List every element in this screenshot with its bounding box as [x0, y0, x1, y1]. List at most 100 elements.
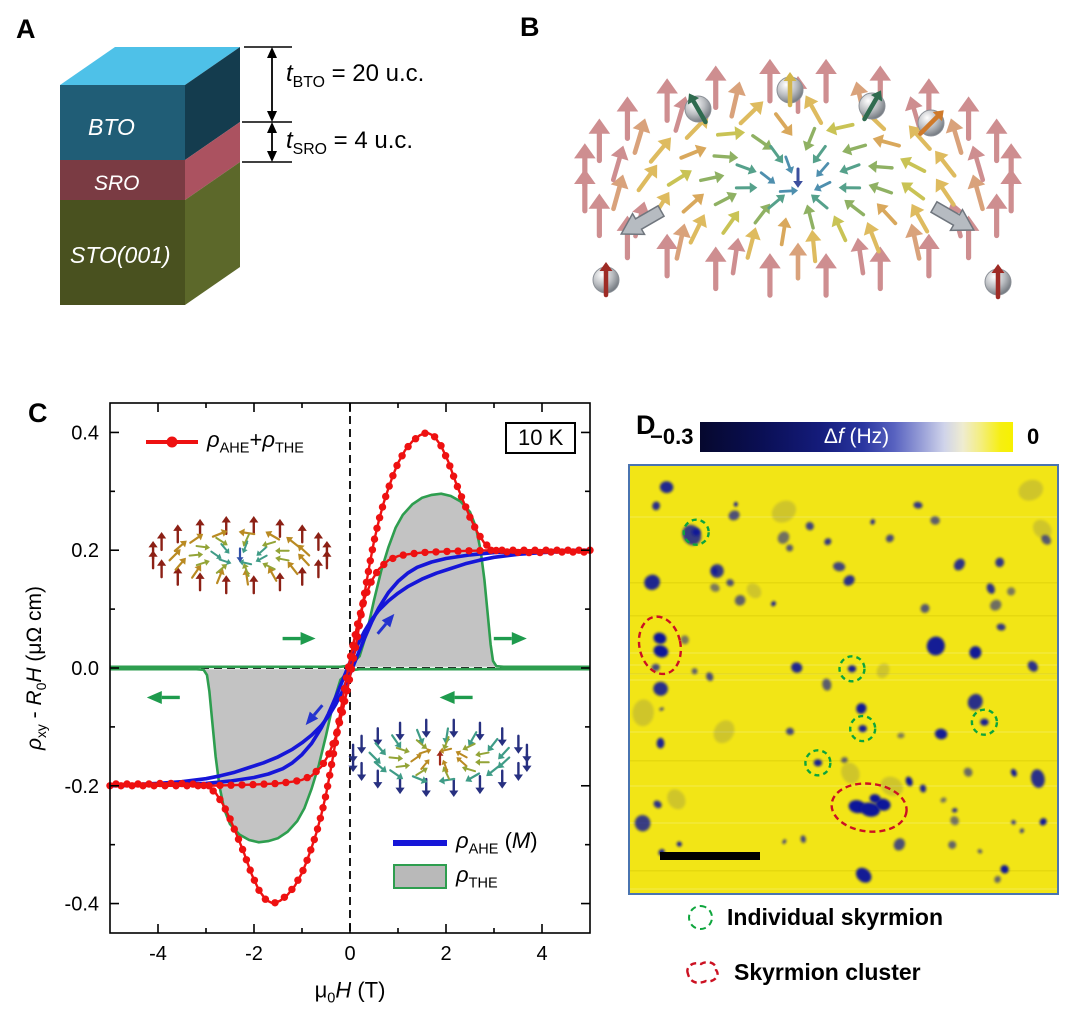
- spin-arrow: [788, 242, 808, 281]
- spin-arrow: [373, 727, 383, 747]
- spin-arrow: [831, 215, 848, 243]
- spin-arrow: [901, 182, 926, 201]
- stack-top-face: [60, 47, 240, 85]
- skyrmion-cluster-icon: [686, 961, 719, 984]
- spin-arrow: [985, 118, 1008, 164]
- moment-sphere: [684, 93, 712, 125]
- spin-arrow: [373, 761, 387, 773]
- spin-arrow: [774, 112, 793, 136]
- spin-arrow: [957, 96, 980, 141]
- spin-arrow: [810, 194, 829, 210]
- spin-arrow: [935, 178, 956, 207]
- spin-arrow: [734, 182, 758, 194]
- colorbar-min-label: −0.3: [650, 424, 694, 449]
- temperature-label: 10 K: [505, 422, 577, 454]
- spin-arrow: [275, 555, 290, 563]
- spin-arrow: [753, 203, 770, 225]
- spin-arrow: [236, 547, 244, 563]
- spin-arrow: [438, 776, 456, 785]
- mfm-image: [628, 464, 1059, 895]
- spin-arrow: [910, 203, 930, 234]
- sro-label: SRO: [94, 172, 140, 195]
- total-series-swatch: [146, 436, 198, 448]
- moment-sphere: [984, 264, 1012, 300]
- panel-c-label: C: [28, 398, 48, 428]
- spin-arrow: [455, 750, 468, 759]
- sro-thickness-annotation: tSRO = 4 u.c.: [286, 127, 414, 158]
- spin-arrow: [189, 533, 204, 544]
- mfm-streaks: [630, 516, 1057, 890]
- spin-arrow: [410, 754, 422, 763]
- spin-arrow: [442, 766, 451, 780]
- spin-arrow: [945, 118, 964, 155]
- spin-arrow: [497, 727, 507, 747]
- spin-arrow: [195, 543, 211, 551]
- sro-layer-side: [185, 122, 240, 200]
- spin-arrow: [173, 524, 183, 544]
- spin-arrow: [778, 186, 799, 196]
- ahe-series-swatch: [393, 839, 447, 846]
- spin-arrow: [297, 524, 307, 544]
- legend-ahe: ρAHE (M): [393, 828, 538, 857]
- spin-arrow: [713, 191, 737, 207]
- spin-arrow: [487, 737, 499, 752]
- total-series-marker: [166, 436, 178, 448]
- spin-arrow: [699, 171, 725, 184]
- spin-arrow: [672, 223, 691, 261]
- spin-arrow: [215, 568, 225, 585]
- individual-skyrmion-circle: [682, 518, 710, 546]
- spin-arrow: [863, 222, 881, 254]
- spin-arrow: [777, 217, 792, 247]
- ahe-curve: [109, 548, 591, 788]
- spin-arrow: [727, 237, 746, 276]
- spin-arrow: [374, 742, 386, 756]
- legend-the: ρTHE: [393, 862, 498, 891]
- spin-arrow: [905, 223, 924, 261]
- spin-arrow: [188, 551, 204, 559]
- spin-arrow: [769, 144, 784, 164]
- spin-arrow: [486, 765, 500, 777]
- spin-arrow: [441, 759, 449, 773]
- spin-arrow: [803, 126, 817, 151]
- spin-arrow: [513, 761, 523, 781]
- spin-arrow: [574, 143, 596, 188]
- spin-arrow: [249, 516, 259, 536]
- spin-arrow: [242, 533, 251, 547]
- spin-arrow: [174, 557, 186, 571]
- moment-arrow: [599, 262, 613, 298]
- spin-arrow: [262, 562, 276, 571]
- spin-arrow: [157, 532, 167, 552]
- ahe-curve: [109, 548, 591, 788]
- spin-arrow: [215, 563, 228, 574]
- moment-sphere: [858, 90, 886, 122]
- svg-text:-0.4: -0.4: [65, 894, 99, 916]
- total-curve-markers: [106, 429, 588, 790]
- spin-arrow: [421, 718, 431, 738]
- bto-layer-front: [60, 85, 185, 160]
- spin-arrow: [275, 572, 285, 592]
- spin-arrow: [475, 721, 485, 741]
- skyrmion-up-inset: [148, 516, 332, 595]
- spin-arrow: [215, 536, 228, 546]
- x-axis-label: μ0H (T): [314, 977, 386, 1007]
- spin-arrow: [868, 181, 894, 195]
- spin-arrow: [395, 721, 405, 741]
- spin-arrow: [238, 528, 256, 537]
- panel-d-label: D: [636, 410, 656, 440]
- svg-text:2: 2: [440, 943, 451, 965]
- scale-bar: [660, 852, 760, 860]
- bto-thickness-arrow: [267, 47, 277, 122]
- spin-arrow: [803, 204, 816, 230]
- spin-arrow: [497, 769, 507, 789]
- spin-arrow: [610, 174, 629, 212]
- svg-text:-2: -2: [245, 943, 263, 965]
- spin-arrow: [900, 156, 927, 173]
- spin-arrow: [287, 561, 299, 576]
- the-curve: [110, 492, 590, 669]
- spin-arrow: [744, 227, 761, 260]
- spin-arrow: [815, 253, 837, 298]
- spin-arrow: [297, 544, 311, 557]
- spin-arrow: [420, 759, 430, 770]
- spin-arrow: [751, 134, 773, 150]
- tick-labels: -4 -2 0 2 4 -0.4 -0.2 0.0 0.2 0.4: [65, 422, 548, 965]
